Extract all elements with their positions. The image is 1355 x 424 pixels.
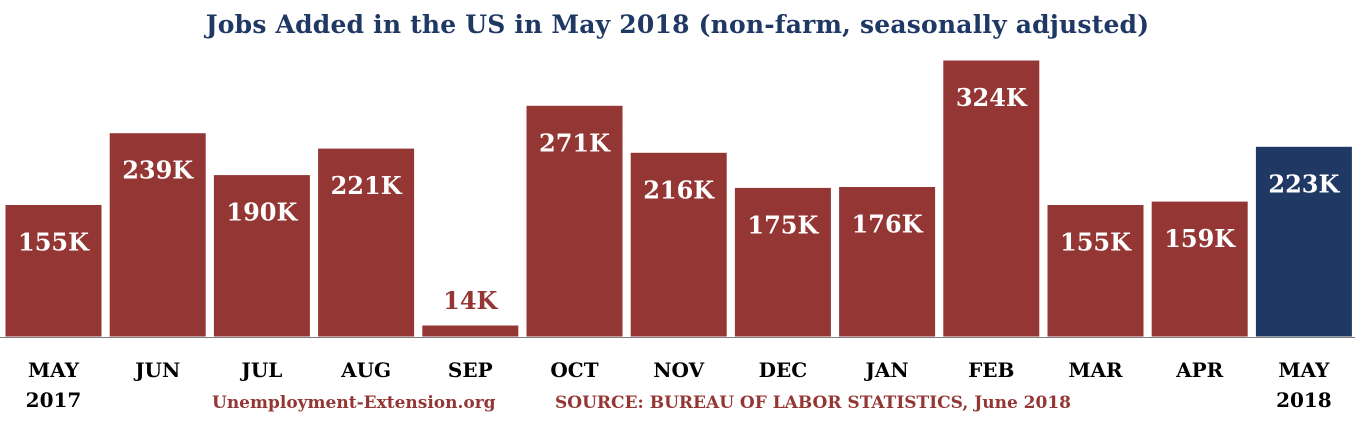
x-tick-label-9: FEB	[968, 358, 1014, 382]
x-tick-label-8: JAN	[863, 358, 908, 382]
bar-11	[1150, 200, 1249, 338]
x-tick-label-6: NOV	[653, 358, 704, 382]
x-tick-label-12-year: 2018	[1276, 388, 1332, 412]
site-credit: Unemployment-Extension.org	[212, 393, 496, 413]
x-tick-label-0: MAY	[28, 358, 80, 382]
source-note: SOURCE: BUREAU OF LABOR STATISTICS, June…	[555, 393, 1072, 413]
x-tick-label-7: DEC	[759, 358, 808, 382]
bar-8	[838, 186, 937, 338]
data-label-0: 155K	[18, 228, 90, 257]
x-tick-label-1: JUN	[133, 358, 180, 382]
data-label-12: 223K	[1268, 169, 1340, 198]
data-label-7: 175K	[747, 210, 819, 239]
bar-2	[212, 174, 311, 338]
bar-9	[942, 59, 1041, 338]
chart-title: Jobs Added in the US in May 2018 (non-fa…	[205, 10, 1150, 39]
bar-12	[1254, 145, 1353, 338]
x-tick-label-3: AUG	[340, 358, 391, 382]
data-label-10: 155K	[1060, 228, 1132, 257]
x-tick-label-10: MAR	[1068, 358, 1123, 382]
x-tick-label-5: OCT	[550, 358, 598, 382]
x-tick-label-0-year: 2017	[26, 388, 82, 412]
x-tick-label-11: APR	[1175, 358, 1224, 382]
data-label-4: 14K	[443, 286, 498, 315]
data-label-2: 190K	[226, 198, 298, 227]
bar-1	[108, 132, 207, 338]
x-tick-label-2: JUL	[239, 358, 282, 382]
data-label-8: 176K	[852, 210, 924, 239]
bar-5	[525, 104, 624, 338]
data-label-1: 239K	[122, 156, 194, 185]
data-label-9: 324K	[956, 83, 1028, 112]
data-label-11: 159K	[1164, 224, 1236, 253]
bar-10	[1046, 204, 1145, 338]
x-tick-label-4: SEP	[448, 358, 493, 382]
bar-3	[317, 147, 416, 338]
data-label-3: 221K	[331, 171, 403, 200]
data-label-6: 216K	[643, 175, 715, 204]
bar-4	[421, 324, 520, 338]
x-tick-label-12: MAY	[1278, 358, 1330, 382]
data-label-5: 271K	[539, 128, 611, 157]
bar-0	[4, 204, 103, 338]
